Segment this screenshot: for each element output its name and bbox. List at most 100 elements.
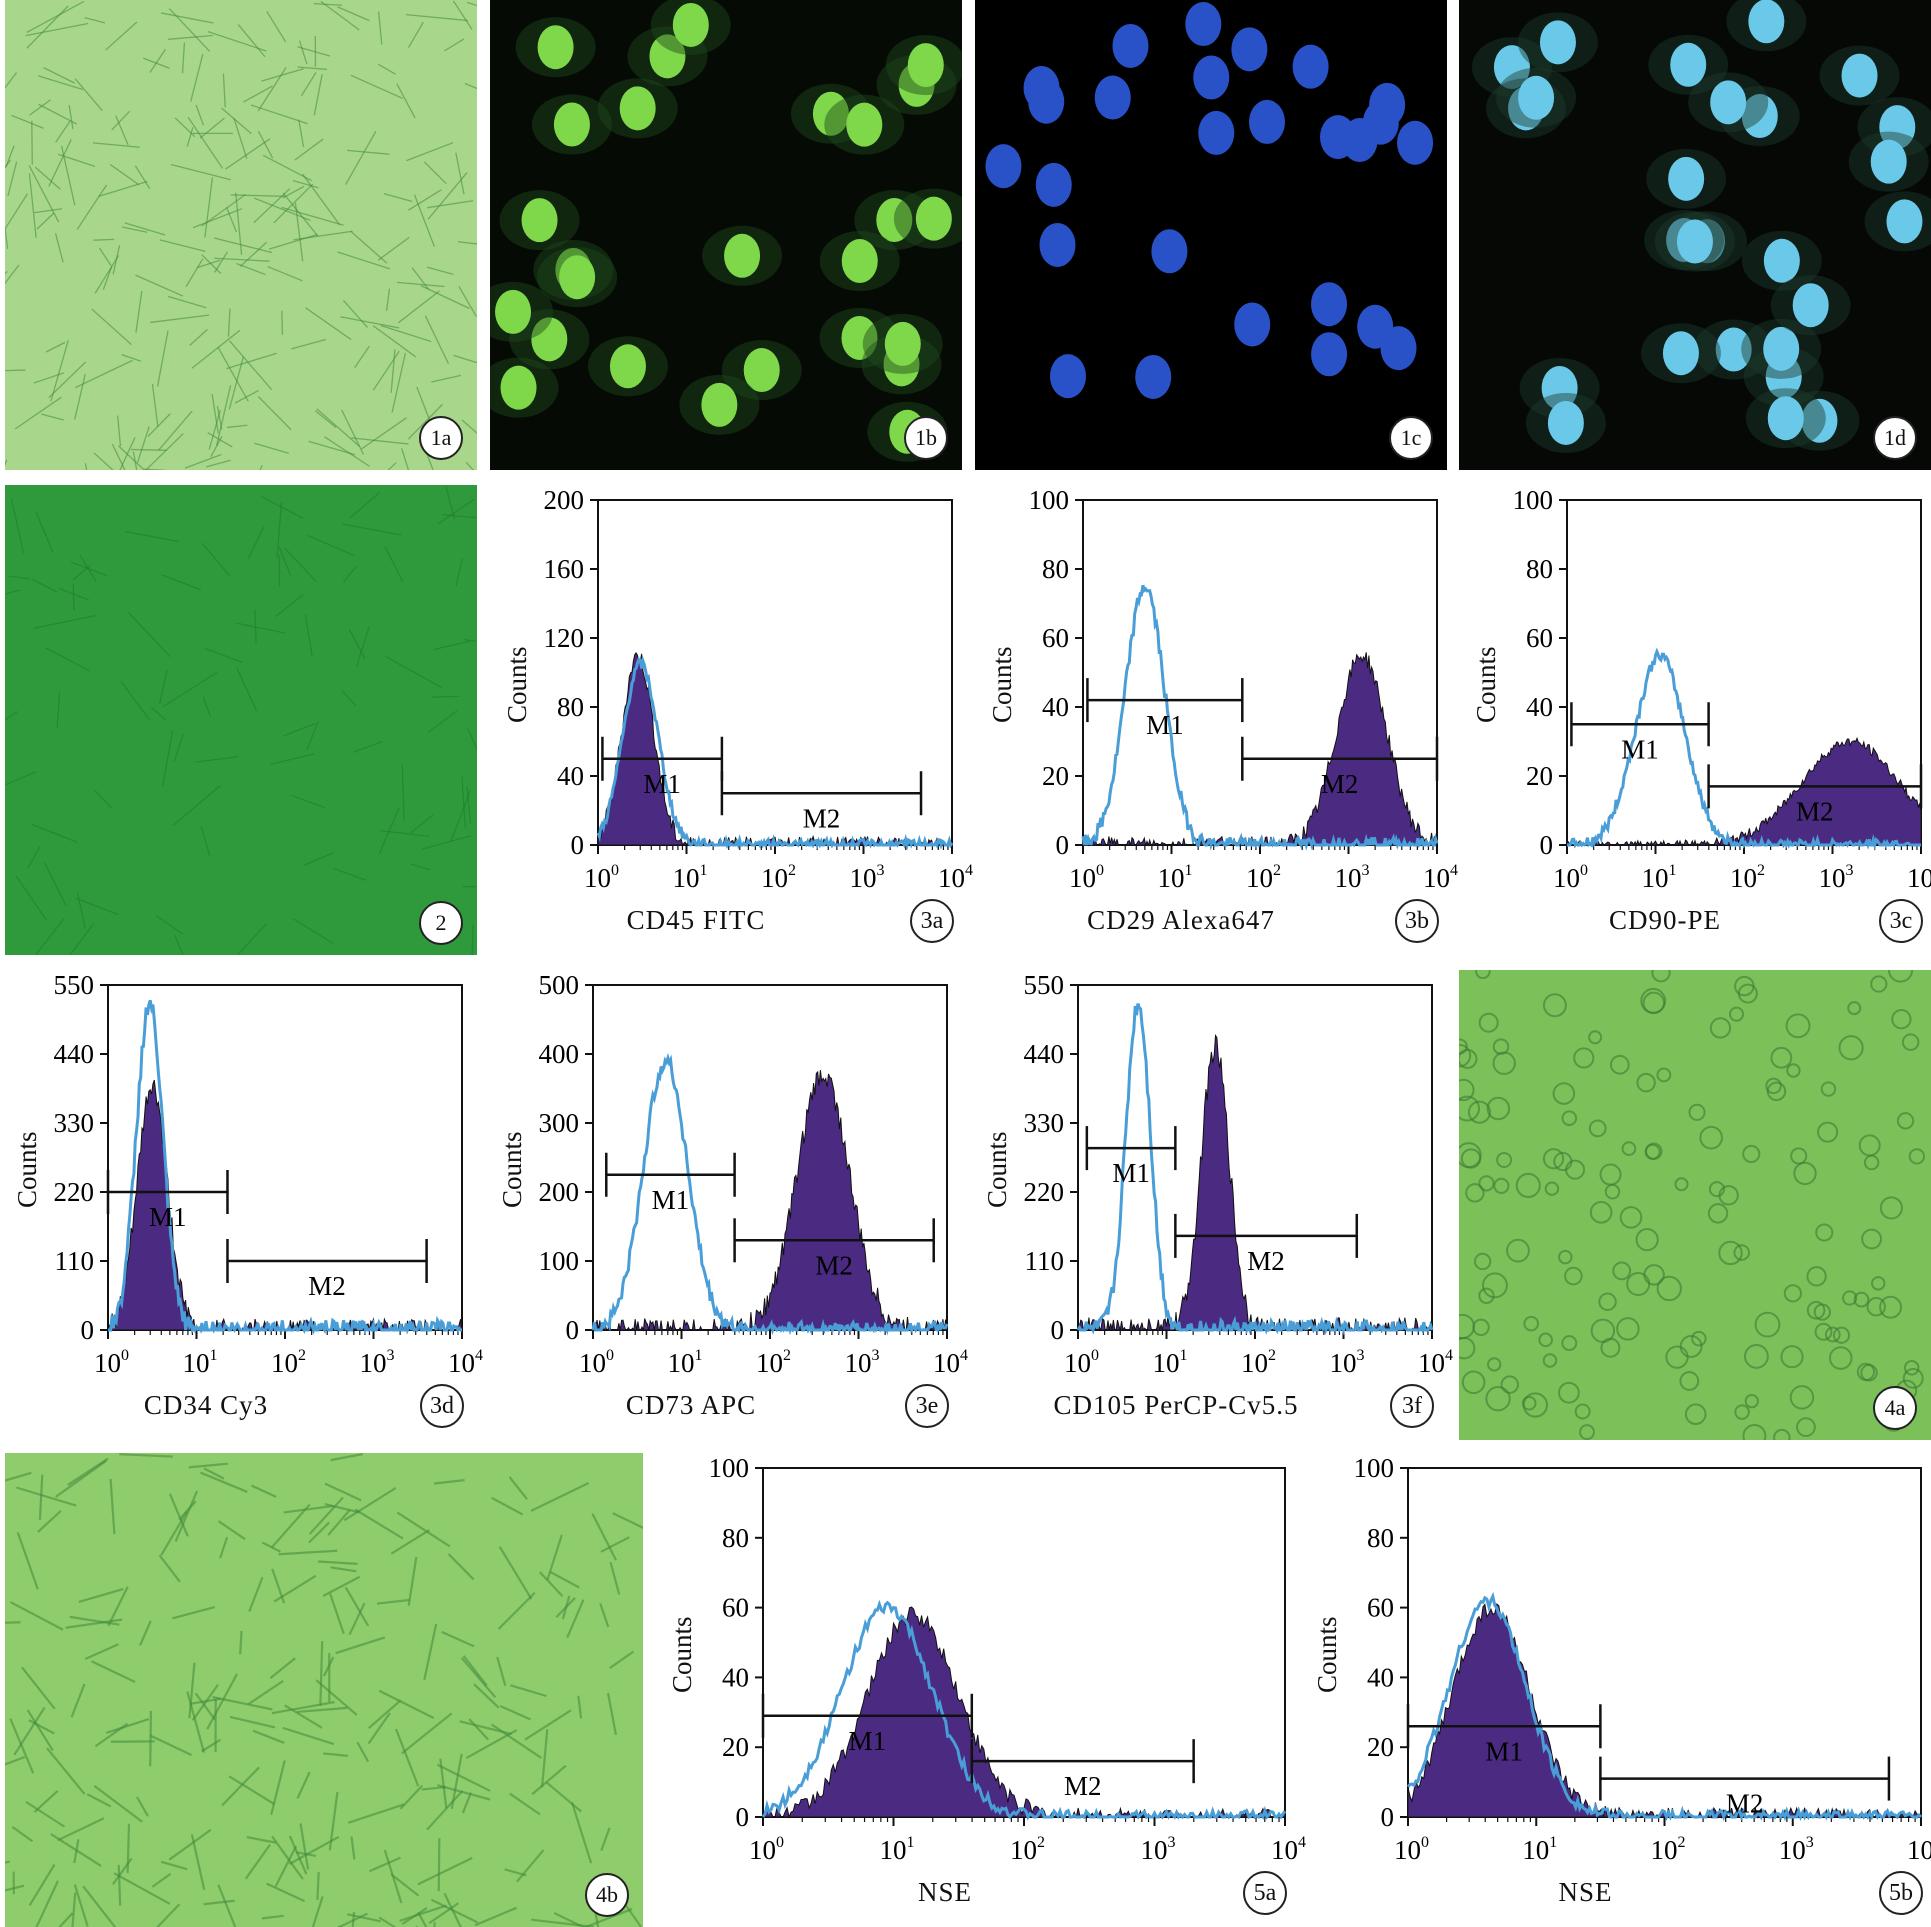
cell-texture [160,1511,188,1556]
cell-texture [347,149,390,155]
x-tick-label: 104 [448,1347,483,1378]
x-tick-label: 100 [579,1347,614,1378]
cell-texture [14,396,62,430]
y-tick-label: 120 [544,623,585,653]
cell-texture [48,361,87,399]
y-tick-label: 550 [1024,970,1065,1000]
control-histogram-line [108,999,462,1335]
x-tick-label: 100 [584,862,619,893]
cell-texture [1573,1047,1595,1069]
y-tick-label: 100 [539,1246,580,1276]
cell-texture [215,385,232,446]
cell-texture [1461,1370,1486,1395]
cell-texture [46,1747,86,1795]
cell-nucleus [915,196,952,241]
cell-texture [1574,1403,1591,1420]
cell-texture [149,1734,192,1757]
cell-texture [267,265,303,282]
cell-nucleus [1198,110,1235,155]
cell-texture [367,1699,402,1730]
cell-texture [1500,1375,1519,1394]
cell-texture [278,546,292,576]
cell-texture [1579,1424,1595,1440]
cell-nucleus [1741,94,1778,139]
y-tick-label: 40 [1367,1662,1394,1692]
cell-texture [143,57,170,69]
cell-texture [318,1560,358,1565]
cell-nucleus [1676,219,1713,264]
histogram-svg: 0 110 220 330 440 550 100 101 102 103 104 M1 M2 [54,970,484,1378]
cell-texture [433,640,471,651]
cell-texture [29,99,52,116]
y-tick-label: 0 [1051,1315,1065,1345]
histogram-3d: 0 110 220 330 440 550 100 101 102 103 104 M1 M2 Count… [0,970,484,1440]
y-tick-label: 100 [1513,485,1554,515]
cell-texture [1785,1013,1811,1039]
cell-texture [98,247,112,266]
cell-texture [1871,1276,1886,1291]
y-tick-label: 60 [1042,623,1069,653]
cell-texture [351,437,409,445]
cell-texture [437,1784,491,1801]
cell-texture [335,1636,386,1655]
cell-texture [1475,970,1491,980]
cell-texture [1887,970,1914,983]
cell-texture [342,523,402,536]
panel-label-1c: 1c [1389,416,1433,460]
photo-4a: 4a [1459,970,1931,1440]
y-axis-label: Counts [1471,645,1501,723]
cell-texture [466,787,472,824]
cell-texture [281,206,344,226]
cell-texture [1754,1311,1781,1338]
cell-texture [191,1683,219,1721]
cell-texture [184,453,222,469]
gate-label: M1 [1621,734,1659,764]
y-tick-label: 80 [557,692,584,722]
cell-texture [105,1718,150,1734]
cell-texture [172,785,221,826]
cell-texture [1565,1159,1586,1180]
cell-texture [397,290,440,324]
x-tick-label: 102 [271,1347,306,1378]
histogram-svg: 0 40 80 120 160 200 100 101 102 103 104 M1 M2 [544,485,974,893]
cell-texture [531,1764,567,1796]
cell-texture [383,1849,403,1904]
cell-texture [1709,1017,1732,1039]
cell-texture [516,1849,545,1883]
cell-texture [354,1508,404,1540]
cell-texture [261,68,304,82]
cell-texture [349,491,380,519]
cell-texture [458,285,477,318]
cell-texture [455,152,465,195]
x-tick-label: 102 [1246,862,1281,893]
cell-texture [442,513,477,519]
cell-texture [257,130,274,159]
cell-texture [93,789,113,809]
cell-texture [1609,1054,1630,1075]
cell-nucleus [1311,282,1348,327]
filled-histogram [1566,736,1922,847]
cell-texture [540,1729,549,1788]
cell-texture [282,185,305,199]
cell-texture [16,1486,77,1507]
cell-texture [38,1474,44,1520]
cell-texture [275,593,304,617]
y-tick-label: 200 [539,1177,580,1207]
cell-nucleus [1380,326,1417,371]
cell-texture [1815,1223,1834,1242]
cell-texture [336,1912,368,1927]
cell-nucleus [841,315,878,360]
cell-texture [105,21,138,51]
cell-texture [34,166,61,190]
cell-texture [387,462,397,470]
cell-texture [450,790,471,842]
x-axis-label: CD73 APC [625,1390,757,1420]
cell-texture [407,1556,418,1606]
cell-texture [252,1729,285,1744]
cell-texture [302,173,341,226]
cell-texture [73,1839,80,1864]
cell-texture [5,1621,21,1624]
cell-texture [399,1904,447,1922]
cell-texture [43,862,67,907]
cell-texture [311,1896,324,1927]
